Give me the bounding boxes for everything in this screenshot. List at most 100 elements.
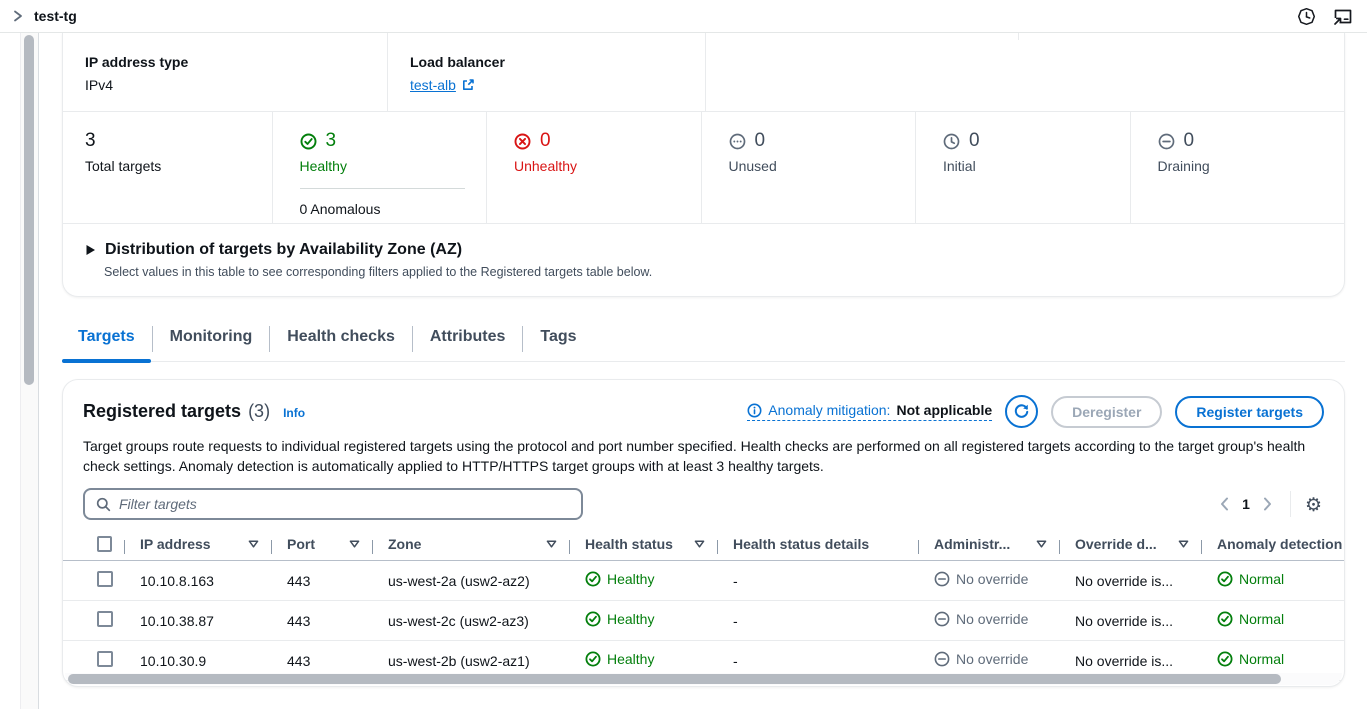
anomaly-mitigation-value: Not applicable xyxy=(896,402,993,418)
cell-health-status-details: - xyxy=(733,652,738,669)
deregister-button[interactable]: Deregister xyxy=(1051,395,1163,428)
pagination-next-button[interactable] xyxy=(1256,490,1280,518)
column-header-ip-address[interactable]: IP address xyxy=(124,536,271,554)
horizontal-scrollbar-thumb[interactable] xyxy=(68,674,1282,684)
column-header-health-status-details[interactable]: Health status details xyxy=(717,536,918,554)
breadcrumb-chevron-icon[interactable] xyxy=(12,9,24,23)
cell-anomaly-detection: Normal xyxy=(1239,651,1285,667)
cell-administrative-override: No override xyxy=(956,571,1029,587)
row-checkbox[interactable] xyxy=(97,651,113,667)
cell-port: 443 xyxy=(287,652,311,669)
pagination-prev-button[interactable] xyxy=(1212,490,1236,518)
row-checkbox[interactable] xyxy=(97,611,113,627)
check-circle-icon xyxy=(300,133,316,149)
check-circle-icon xyxy=(585,651,601,667)
top-bar: test-tg xyxy=(0,0,1367,33)
select-all-checkbox[interactable] xyxy=(97,536,112,552)
stat-healthy: 3 Healthy 0 Anomalous xyxy=(273,112,487,223)
cell-health-status-details: - xyxy=(733,572,738,589)
refresh-button[interactable] xyxy=(1005,395,1039,428)
table-preferences-gear-icon[interactable]: ⚙︎ xyxy=(1304,494,1322,516)
check-circle-icon xyxy=(585,571,601,587)
stat-value: 0 xyxy=(969,130,980,151)
search-icon xyxy=(96,497,111,511)
stat-label: Draining xyxy=(1157,158,1210,174)
check-circle-icon xyxy=(585,611,601,627)
table-row[interactable]: 10.10.38.87 443 us-west-2c (usw2-az3) He… xyxy=(63,601,1344,641)
column-header-health-status[interactable]: Health status xyxy=(569,536,717,554)
vertical-scrollbar-thumb[interactable] xyxy=(24,35,34,385)
tab-health-checks[interactable]: Health checks xyxy=(269,324,411,361)
sort-caret-icon xyxy=(1178,540,1189,548)
anomaly-mitigation-label: Anomaly mitigation: xyxy=(768,402,891,418)
column-header-anomaly-detection[interactable]: Anomaly detection xyxy=(1201,536,1344,554)
vertical-scrollbar[interactable] xyxy=(20,33,38,709)
check-circle-icon xyxy=(1217,571,1233,587)
stat-label: Healthy xyxy=(299,158,347,174)
sort-caret-icon xyxy=(546,540,557,548)
register-targets-button[interactable]: Register targets xyxy=(1175,395,1324,428)
clock-icon xyxy=(943,133,960,149)
minus-circle-icon xyxy=(934,571,950,587)
panel-title: Registered targets xyxy=(83,401,242,421)
minus-circle-icon xyxy=(934,651,950,667)
registered-targets-table: IP address Port Zone Health status Healt… xyxy=(63,530,1344,681)
column-divider xyxy=(1018,33,1019,40)
cell-health-status: Healthy xyxy=(607,651,655,667)
column-header-override[interactable]: Override d... xyxy=(1059,536,1201,554)
expand-triangle-icon xyxy=(86,245,95,255)
table-row[interactable]: 10.10.8.163 443 us-west-2a (usw2-az2) He… xyxy=(63,561,1344,601)
cell-override-description: No override is... xyxy=(1075,572,1174,589)
row-checkbox[interactable] xyxy=(97,571,113,587)
cell-override-description: No override is... xyxy=(1075,612,1174,629)
stat-value: 0 xyxy=(540,130,551,151)
cell-override-description: No override is... xyxy=(1075,652,1174,669)
sort-caret-icon xyxy=(1036,540,1047,548)
az-distribution-expander-toggle[interactable]: Distribution of targets by Availability … xyxy=(85,241,1324,259)
field-label: IP address type xyxy=(85,54,189,70)
cell-zone: us-west-2a (usw2-az2) xyxy=(388,572,530,589)
column-header-administrative[interactable]: Administr... xyxy=(918,536,1059,554)
stat-value: 3 xyxy=(85,130,96,151)
stat-anomalous: 0 Anomalous xyxy=(299,201,381,217)
minus-circle-icon xyxy=(1158,133,1174,149)
filter-targets-input[interactable] xyxy=(119,496,577,512)
info-link[interactable]: Info xyxy=(283,406,306,420)
stat-label: Unhealthy xyxy=(514,158,578,174)
cell-health-status-details: - xyxy=(733,612,738,629)
stat-label: Unused xyxy=(728,158,777,174)
field-label: Load balancer xyxy=(410,54,505,70)
stat-draining: 0 Draining xyxy=(1131,112,1345,223)
tab-attributes[interactable]: Attributes xyxy=(411,324,522,361)
registered-targets-panel: Registered targets (3) Info Anomaly miti… xyxy=(62,379,1345,687)
minus-circle-icon xyxy=(934,611,950,627)
sort-caret-icon xyxy=(694,540,705,548)
sort-caret-icon xyxy=(349,540,360,548)
column-header-port[interactable]: Port xyxy=(271,536,372,554)
cell-zone: us-west-2c (usw2-az3) xyxy=(388,612,529,629)
column-header-zone[interactable]: Zone xyxy=(372,536,569,554)
anomaly-mitigation-link[interactable]: Anomaly mitigation: Not applicable xyxy=(747,402,993,421)
expander-title: Distribution of targets by Availability … xyxy=(105,241,463,258)
x-circle-icon xyxy=(514,133,531,149)
load-balancer-link[interactable]: test-alb xyxy=(410,77,475,93)
cell-anomaly-detection: Normal xyxy=(1239,571,1285,587)
cell-health-status: Healthy xyxy=(607,611,655,627)
table-header-row: IP address Port Zone Health status Healt… xyxy=(63,530,1344,561)
cell-administrative-override: No override xyxy=(956,651,1029,667)
horizontal-scrollbar[interactable] xyxy=(65,673,1342,685)
tab-tags[interactable]: Tags xyxy=(522,324,592,361)
field-value: IPv4 xyxy=(85,77,114,93)
tab-targets[interactable]: Targets xyxy=(62,324,151,363)
pagination-page-1[interactable]: 1 xyxy=(1242,496,1250,512)
history-clock-icon[interactable] xyxy=(1297,7,1316,26)
field-load-balancer: Load balancer test-alb xyxy=(388,33,706,111)
stat-total-targets: 3 Total targets xyxy=(63,112,273,223)
sort-caret-icon xyxy=(248,540,259,548)
vertical-scrollbar-track[interactable] xyxy=(0,33,39,709)
tab-monitoring[interactable]: Monitoring xyxy=(151,324,269,361)
page-title: test-tg xyxy=(34,8,77,24)
screen-share-icon[interactable] xyxy=(1333,7,1353,26)
refresh-icon xyxy=(1014,404,1029,418)
